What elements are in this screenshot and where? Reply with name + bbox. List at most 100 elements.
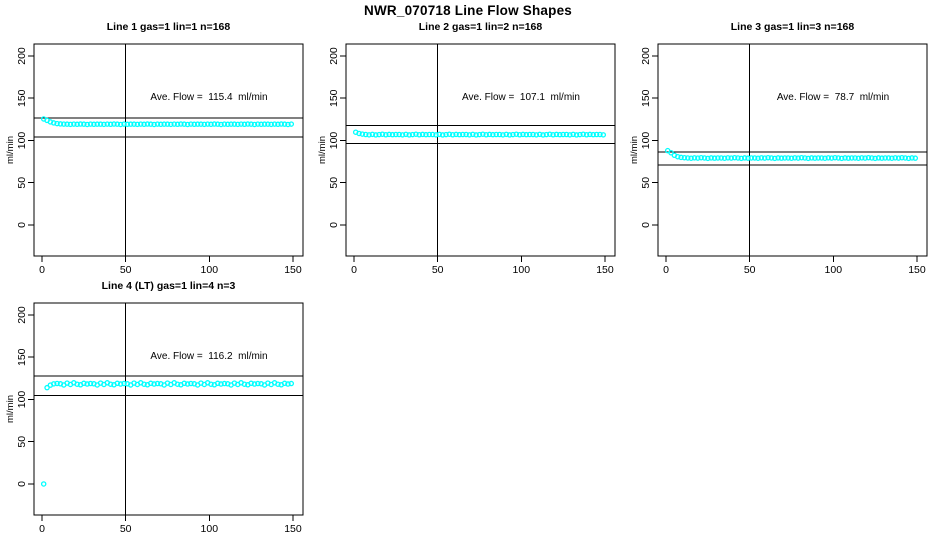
data-point (832, 154, 838, 161)
data-point (77, 121, 84, 127)
data-point (570, 131, 576, 138)
data-point (782, 155, 788, 161)
y-tick-label: 50 (640, 177, 652, 189)
data-point (248, 121, 254, 127)
data-point (268, 121, 274, 128)
y-tick-label: 150 (328, 89, 340, 107)
data-point (50, 120, 57, 126)
x-tick-label: 0 (663, 264, 669, 276)
data-point (141, 121, 147, 128)
data-point (429, 131, 436, 138)
data-point (862, 155, 868, 161)
data-point (111, 121, 117, 127)
y-tick-label: 50 (16, 436, 28, 448)
data-point (198, 121, 204, 127)
data-point (758, 155, 765, 161)
data-point (383, 131, 389, 138)
data-point (795, 155, 801, 161)
data-point (691, 155, 698, 161)
y-tick-label: 150 (16, 348, 28, 366)
data-point (409, 131, 416, 138)
data-point (859, 155, 865, 161)
plot-box (657, 43, 928, 257)
data-point (54, 120, 60, 127)
data-point (523, 131, 530, 138)
y-tick-label: 200 (640, 47, 652, 65)
data-point (423, 131, 429, 138)
x-tick-label: 150 (908, 264, 926, 276)
data-point (288, 380, 295, 387)
x-tick-label: 50 (120, 264, 132, 276)
data-point (765, 154, 771, 161)
y-tick-label: 50 (16, 177, 28, 189)
data-point (818, 155, 825, 161)
data-point (892, 155, 898, 161)
data-point (121, 380, 127, 387)
data-point (275, 121, 281, 128)
data-point (678, 154, 684, 161)
data-point (493, 131, 499, 138)
y-axis-label: ml/min (317, 136, 328, 164)
data-point (845, 155, 852, 161)
data-point (40, 481, 47, 487)
y-axis-label: ml/min (629, 136, 640, 164)
y-tick-label: 200 (16, 306, 28, 324)
data-point (154, 121, 161, 127)
data-point (403, 131, 409, 138)
data-point (536, 131, 543, 138)
data-point (815, 155, 822, 161)
data-point (281, 380, 288, 387)
data-point (54, 380, 60, 387)
data-point (141, 381, 147, 387)
data-point (436, 131, 443, 138)
data-point (94, 121, 100, 127)
data-point (848, 155, 855, 161)
data-point (235, 121, 241, 128)
y-tick-label: 200 (328, 47, 340, 65)
data-point (137, 121, 144, 127)
data-point (788, 155, 795, 161)
y-tick-label: 0 (328, 222, 340, 228)
y-tick-label: 150 (640, 89, 652, 107)
data-point (446, 131, 453, 137)
data-point (245, 121, 251, 127)
panel-4-title: Line 4 (LT) gas=1 lin=4 n=3 (101, 280, 236, 292)
data-point (214, 380, 221, 387)
data-point (416, 131, 423, 138)
data-point (201, 121, 208, 128)
y-axis-label: ml/min (5, 136, 16, 164)
data-point (386, 131, 392, 138)
data-point (761, 155, 768, 161)
data-point (695, 155, 701, 161)
data-point (715, 155, 721, 161)
data-point (184, 381, 191, 387)
data-point (121, 121, 127, 127)
data-point (114, 121, 121, 127)
data-point (218, 381, 224, 387)
data-point (516, 131, 523, 138)
panel-line-2: Line 2 gas=1 lin=2 n=168 0 50 100 150 0 50 100… (312, 18, 624, 280)
data-point (828, 155, 835, 161)
data-point (755, 155, 761, 161)
panel-3-ave-flow-annotation: Ave. Flow = 78.7 ml/min (776, 92, 890, 103)
data-point (543, 131, 550, 138)
data-point (573, 132, 580, 138)
data-point (362, 131, 369, 138)
data-point (208, 121, 214, 128)
panel-line-3: Line 3 gas=1 lin=3 n=168 0 50 100 150 0 50 100… (624, 18, 936, 280)
data-point (154, 380, 161, 387)
data-point (393, 131, 399, 138)
data-point (84, 121, 90, 128)
panel-1-title: Line 1 gas=1 lin=1 n=168 (106, 21, 231, 33)
data-point (805, 155, 811, 162)
data-point (134, 121, 141, 128)
main-title: NWR_070718 Line Flow Shapes (364, 3, 572, 18)
data-point (158, 121, 164, 128)
data-point (261, 121, 268, 127)
x-tick-label: 100 (201, 523, 219, 535)
data-point (792, 155, 798, 161)
data-point (231, 121, 238, 127)
data-point (107, 121, 114, 128)
data-point (530, 131, 536, 138)
data-point (772, 155, 778, 162)
